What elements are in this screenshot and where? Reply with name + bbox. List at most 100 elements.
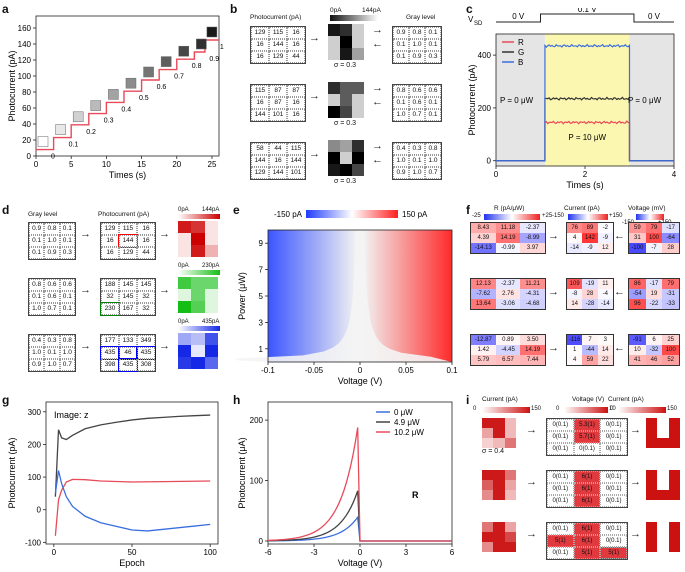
b-gl-cell: 0.1 — [393, 97, 409, 109]
i-in-cell — [504, 542, 516, 552]
a-ytick-label: 100 — [18, 72, 32, 81]
b-gl-cell: 0.3 — [409, 143, 425, 155]
i-v-cell: 6(1) — [573, 471, 601, 483]
i-in-cell — [493, 438, 505, 448]
d-gl-cell: 0.9 — [29, 359, 45, 371]
f-r-cell: 2.76 — [495, 289, 521, 299]
panel-i-voltage-title: Voltage (V) — [572, 396, 605, 403]
i-out-cell — [657, 418, 669, 428]
a-ytick-label: 60 — [22, 104, 31, 113]
d-cb-max: 144pA — [202, 207, 220, 213]
b-pc-cell: 101 — [269, 109, 287, 121]
f-v-cell: -7 — [645, 243, 663, 253]
f-r-cell: 0.89 — [495, 335, 521, 345]
f-v-cell: 86 — [629, 279, 646, 289]
a-ytick-label: 0 — [27, 152, 32, 161]
f-i-cell: -4 — [597, 289, 613, 299]
b-heat-cell — [328, 24, 340, 36]
f-v-cell: 52 — [662, 355, 679, 365]
i-input-heatmap — [482, 418, 516, 448]
h-series — [267, 427, 452, 542]
d-arrow-2: → — [159, 284, 170, 296]
i-in-cell — [504, 522, 516, 532]
d-gl-cell: 0.6 — [59, 279, 75, 291]
a-gray-square — [160, 56, 172, 67]
d-pc-cell: 144 — [118, 234, 138, 248]
i-out-cell — [668, 428, 680, 438]
f-r-cell: -3.06 — [495, 299, 521, 309]
b-pc-cell: 16 — [287, 39, 305, 51]
b-pc-cell: 16 — [287, 97, 305, 109]
f-arrow-left: ← — [614, 230, 625, 242]
f-r-cell: 1.42 — [471, 345, 496, 355]
f-arrow-left: ← — [614, 342, 625, 354]
c-p-off-right: P = 0 μW — [628, 96, 662, 105]
b-gl-cell: 0.7 — [425, 167, 441, 179]
d-pc-cell: 145 — [119, 279, 137, 291]
d-pc-cell: 230 — [100, 302, 120, 316]
a-gray-square — [90, 100, 102, 111]
a-ytick-label: 20 — [22, 136, 31, 145]
b-gl-cell: 0.1 — [425, 39, 441, 51]
i-in-cell — [493, 470, 505, 480]
i-out-cell — [646, 542, 658, 552]
d-pc-cell: 115 — [119, 223, 137, 235]
d-pc-cell: 145 — [137, 279, 155, 291]
b-pc-cell: 129 — [269, 51, 287, 63]
f-i-cell: -19 — [582, 279, 598, 289]
g-xtick-label: 50 — [128, 548, 137, 557]
b-heat-cell — [352, 164, 364, 176]
c-v-mid: 0.1 V — [578, 8, 597, 14]
c-legend-R: R — [518, 38, 524, 47]
f-i-cell: 4 — [567, 355, 583, 365]
f-r-cell: 3.97 — [520, 243, 545, 253]
b-pc-cell: 129 — [251, 27, 269, 39]
c-series-B — [496, 43, 674, 162]
b-pc-cell: 87 — [269, 85, 287, 97]
b-pc-cell: 115 — [287, 143, 305, 155]
panel-g-training-chart: 0 50 100 -100 0 100 200 300 Epoch Photocurrent (p… — [7, 401, 219, 568]
d-pc-cell: 308 — [137, 359, 155, 371]
a-gray-square — [196, 38, 207, 50]
a-step-label: 0.3 — [104, 118, 114, 125]
c-legend-G: G — [518, 48, 524, 57]
panel-b-label: b — [230, 2, 238, 16]
e-cb-right: 150 pA — [402, 210, 428, 219]
g-xtick-label: 100 — [204, 548, 218, 557]
d-gl-cell: 0.7 — [44, 303, 60, 315]
d-gl-cell: 0.8 — [44, 223, 60, 235]
d-gl-cell: 0.1 — [29, 247, 45, 259]
b-arrow-left: ← — [372, 38, 383, 50]
e-ytick-label: 9 — [259, 239, 264, 248]
a-xtick-label: 15 — [137, 160, 146, 169]
b-gl-cell: 0.8 — [409, 27, 425, 39]
panel-e-label: e — [233, 203, 240, 217]
c-ylabel: Photocurrent (pA) — [467, 64, 477, 135]
i-v-cell: 0(0.1) — [547, 495, 574, 507]
g-ytick-label: 100 — [28, 473, 42, 482]
d-arrow: → — [80, 228, 91, 240]
i-in-cell — [504, 470, 516, 480]
d-pc-cell: 167 — [119, 303, 137, 315]
b-heat-cell — [340, 24, 352, 36]
d-heat-cell — [178, 233, 192, 245]
b-gl-cell: 0.6 — [409, 85, 425, 97]
i-out-cell — [657, 532, 669, 542]
f-r-cell: -4.31 — [520, 289, 545, 299]
b-pc-cell: 87 — [287, 85, 305, 97]
h-xtick-label: 0 — [358, 548, 363, 557]
h-ylabel: Photocurrent (μA) — [237, 437, 247, 508]
f-r-cell: 13.64 — [471, 299, 496, 309]
i-in-cell — [482, 522, 494, 532]
d-colorbar — [178, 270, 220, 275]
i-out-cell — [668, 522, 680, 532]
d-pc-cell: 177 — [101, 335, 119, 347]
c-p-on: P = 10 μW — [568, 133, 606, 142]
i-out-cell — [668, 470, 680, 480]
i-v-cell: 0(0.1) — [600, 535, 627, 547]
f-i-cell: 76 — [567, 223, 583, 233]
i-v-cell: 0(0.1) — [600, 483, 627, 495]
i-out-cell — [646, 438, 658, 448]
d-pc-cell: 46 — [118, 346, 138, 360]
i-out-cell — [657, 542, 669, 552]
